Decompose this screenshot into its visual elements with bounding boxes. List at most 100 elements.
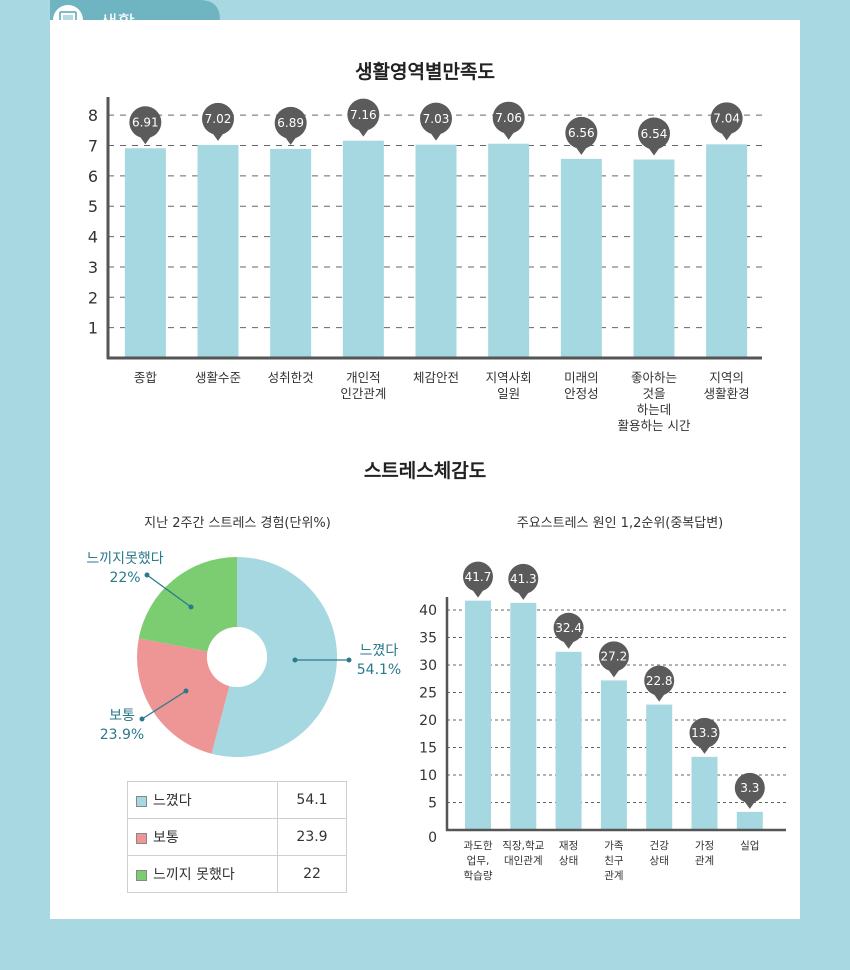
value-callout: 6.54 [638, 117, 670, 156]
callout-bubble [492, 101, 525, 134]
bar [510, 602, 537, 830]
callout-dot [144, 572, 150, 578]
y-tick-label: 8 [88, 106, 98, 125]
callout-bubble [463, 561, 493, 592]
x-tick-line: 건강 [650, 840, 670, 852]
value-label: 13.3 [691, 726, 718, 740]
callout-bubble [734, 772, 765, 803]
chart3-title: 주요스트레스 원인 1,2순위(중복답변) [516, 516, 724, 531]
table-row: 느끼지 못했다 22 [127, 855, 347, 893]
value-label: 7.02 [205, 112, 232, 126]
slice-percent: 54.1% [357, 662, 401, 678]
value-label: 41.3 [510, 572, 537, 586]
value-label: 41.7 [465, 570, 492, 584]
legend-label: 보통 [153, 830, 179, 846]
x-tick-label: 지역의 생활환경 [704, 370, 750, 401]
bar [736, 811, 763, 830]
x-tick-label: 직장,학교 대인관계 [502, 840, 544, 867]
legend-value-cell: 54.1 [277, 781, 347, 819]
callout-pointer [654, 694, 665, 702]
callout-pointer [503, 132, 514, 140]
pie-legend-table: 느꼈다 54.1 보통 23.9 느끼지 못했다 22 [127, 781, 347, 893]
x-tick-line: 개인적 [346, 370, 381, 385]
value-callout: 27.2 [598, 641, 629, 678]
x-tick-line: 상태 [650, 855, 669, 867]
value-callout: 7.16 [347, 98, 380, 137]
x-tick-line: 상태 [559, 855, 578, 867]
value-label: 6.54 [641, 127, 668, 141]
x-tick-line: 실업 [740, 839, 759, 852]
x-tick-line: 가정 [695, 840, 714, 852]
x-tick-line: 대인관계 [504, 855, 543, 867]
callout-pointer [431, 133, 441, 141]
x-tick-label: 생활수준 [195, 370, 241, 385]
legend-label-cell: 느끼지 못했다 [127, 855, 278, 893]
legend-label: 느꼈다 [153, 793, 192, 809]
legend-label: 느끼지 못했다 [153, 867, 235, 883]
x-tick-line: 안정성 [564, 386, 599, 401]
value-label: 22.8 [646, 674, 673, 688]
bar [465, 600, 491, 830]
value-label: 7.06 [495, 111, 522, 125]
value-callout: 6.56 [565, 116, 598, 155]
callout-bubble [202, 102, 234, 135]
x-tick-line: 좋아하는 [631, 370, 677, 385]
y-tick-label: 7 [88, 137, 98, 156]
pie-slice [211, 557, 338, 757]
legend-label-cell: 보통 [127, 818, 278, 856]
bar [646, 704, 673, 830]
y-tick-label: 0 [428, 830, 437, 846]
slice-label: 느꼈다 [360, 643, 399, 659]
y-tick-label: 35 [419, 631, 437, 647]
x-tick-label: 종합 [134, 370, 158, 385]
x-tick-line: 관계 [604, 870, 623, 882]
legend-swatch [136, 795, 147, 807]
pie-title: 지난 2주간 스트레스 경험(단위%) [144, 516, 331, 531]
donut-hole [207, 627, 267, 687]
callout-bubble [644, 665, 675, 696]
y-tick-label: 10 [419, 768, 437, 784]
y-tick-label: 5 [88, 197, 98, 216]
slice-percent: 22% [109, 570, 140, 586]
callout-bubble [710, 102, 743, 135]
x-tick-line: 관계 [695, 855, 714, 867]
x-tick-line: 성취한것 [268, 370, 314, 385]
x-tick-line: 학습량 [464, 870, 493, 882]
x-tick-line: 미래의 [564, 370, 599, 385]
callout-pointer [285, 137, 296, 145]
x-tick-line: 가족 [604, 840, 624, 852]
slice-label: 느끼지못했다 [86, 551, 163, 567]
section2-title: 스트레스체감도 [363, 460, 487, 482]
x-tick-label: 개인적 인간관계 [340, 370, 386, 401]
value-callout: 3.3 [734, 772, 765, 809]
value-label: 6.56 [568, 126, 595, 140]
value-label: 6.89 [277, 116, 304, 130]
callout-bubble [274, 106, 307, 139]
callout-bubble [420, 102, 452, 135]
x-tick-line: 재정 [559, 840, 578, 852]
value-callout: 7.04 [710, 102, 743, 141]
y-tick-label: 5 [428, 796, 437, 812]
callout-dot [292, 657, 298, 663]
y-tick-label: 4 [88, 228, 98, 247]
callout-pointer [563, 641, 574, 649]
x-tick-label: 과도한 업무, 학습량 [464, 840, 493, 882]
callout-leader [146, 574, 192, 608]
legend-label-cell: 느꼈다 [127, 781, 278, 819]
callout-bubble [508, 563, 539, 594]
table-row: 느꼈다 54.1 [127, 781, 347, 819]
x-tick-label: 지역사회 일원 [486, 370, 532, 401]
value-label: 7.16 [350, 108, 377, 122]
y-tick-label: 3 [88, 258, 98, 277]
callout-pointer [213, 133, 223, 141]
x-tick-line: 것을 [642, 386, 665, 401]
x-tick-label: 성취한것 [268, 370, 314, 385]
callout-pointer [699, 746, 710, 754]
callout-dot [183, 688, 189, 694]
callout-pointer [649, 148, 659, 156]
y-tick-label: 1 [88, 319, 98, 338]
callout-dot [139, 716, 145, 722]
chart1-title: 생활영역별만족도 [355, 61, 495, 83]
